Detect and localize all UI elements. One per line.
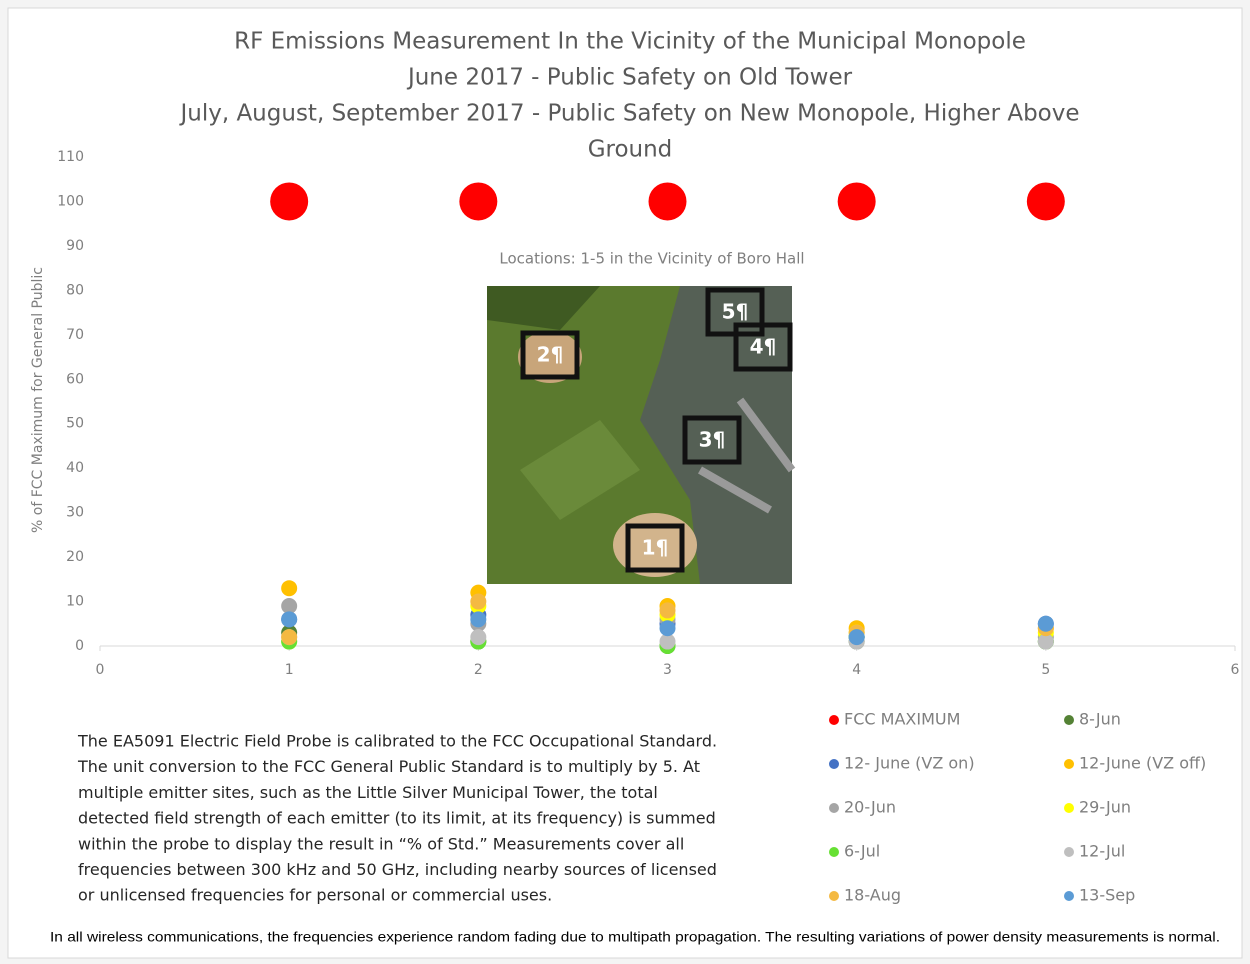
legend-label: 29-Jun <box>1079 798 1131 817</box>
legend-marker <box>1064 891 1074 901</box>
map-label: 5¶ <box>722 300 749 324</box>
description-line: multiple emitter sites, such as the Litt… <box>78 783 658 802</box>
map-label: 1¶ <box>642 536 669 560</box>
chart-title: June 2017 - Public Safety on Old Tower <box>406 65 853 91</box>
x-tick-label: 4 <box>852 662 861 678</box>
data-point <box>470 594 486 610</box>
legend-label: 12-June (VZ off) <box>1079 754 1206 773</box>
legend-marker <box>1064 759 1074 769</box>
data-point <box>281 611 297 627</box>
legend-marker <box>829 847 839 857</box>
x-tick-label: 1 <box>285 662 294 678</box>
chart: % of FCC Maximum for General Public Loca… <box>0 0 1250 964</box>
chart-title: Ground <box>588 137 673 163</box>
legend-label: 6-Jul <box>844 842 880 861</box>
legend-marker <box>1064 715 1074 725</box>
data-point <box>281 580 297 596</box>
description-line: detected field strength of each emitter … <box>78 809 716 828</box>
legend-label: 18-Aug <box>844 886 901 905</box>
legend-label: 8-Jun <box>1079 710 1121 729</box>
annotation: Locations: 1-5 in the Vicinity of Boro H… <box>499 250 804 268</box>
description-line: frequencies between 300 kHz and 50 GHz, … <box>78 860 717 879</box>
legend-marker <box>829 759 839 769</box>
legend-label: 12- June (VZ on) <box>844 754 975 773</box>
description-line: or unlicensed frequencies for personal o… <box>78 886 552 905</box>
y-tick-label: 10 <box>66 594 84 610</box>
x-tick-label: 2 <box>474 662 483 678</box>
y-tick-label: 40 <box>66 460 84 476</box>
x-tick-label: 5 <box>1041 662 1050 678</box>
data-point <box>281 629 297 645</box>
data-point <box>470 611 486 627</box>
legend-marker <box>1064 847 1074 857</box>
map-label: 3¶ <box>699 428 726 452</box>
description-line: within the probe to display the result i… <box>78 834 684 853</box>
y-tick-label: 20 <box>66 549 84 565</box>
data-point <box>1027 182 1065 220</box>
y-tick-label: 90 <box>66 238 84 254</box>
footnote: In all wireless communications, the freq… <box>50 929 1220 945</box>
x-tick-label: 0 <box>96 662 105 678</box>
legend-label: FCC MAXIMUM <box>844 710 960 729</box>
y-tick-label: 30 <box>66 505 84 521</box>
legend-label: 20-Jun <box>844 798 896 817</box>
y-tick-label: 60 <box>66 371 84 387</box>
y-tick-label: 70 <box>66 327 84 343</box>
legend-marker <box>829 715 839 725</box>
y-tick-label: 110 <box>57 149 84 165</box>
chart-title: July, August, September 2017 - Public Sa… <box>178 101 1079 127</box>
data-point <box>849 629 865 645</box>
data-point <box>270 182 308 220</box>
description-line: The unit conversion to the FCC General P… <box>77 757 700 776</box>
legend-marker <box>829 891 839 901</box>
chart-title: RF Emissions Measurement In the Vicinity… <box>234 29 1026 55</box>
data-point <box>660 620 676 636</box>
map-label: 4¶ <box>750 335 777 359</box>
y-tick-label: 0 <box>75 638 84 654</box>
data-point <box>470 629 486 645</box>
y-tick-label: 50 <box>66 416 84 432</box>
y-tick-label: 80 <box>66 282 84 298</box>
x-tick-label: 3 <box>663 662 672 678</box>
legend-label: 12-Jul <box>1079 842 1125 861</box>
x-tick-label: 6 <box>1231 662 1240 678</box>
data-point <box>649 182 687 220</box>
data-point <box>1038 616 1054 632</box>
map-label: 2¶ <box>537 343 564 367</box>
y-tick-label: 100 <box>57 193 84 209</box>
data-point <box>660 602 676 618</box>
legend-marker <box>829 803 839 813</box>
data-point <box>838 182 876 220</box>
description-line: The EA5091 Electric Field Probe is calib… <box>77 732 717 751</box>
legend-marker <box>1064 803 1074 813</box>
legend-label: 13-Sep <box>1079 886 1135 905</box>
data-point <box>459 182 497 220</box>
y-axis-label: % of FCC Maximum for General Public <box>30 267 46 533</box>
